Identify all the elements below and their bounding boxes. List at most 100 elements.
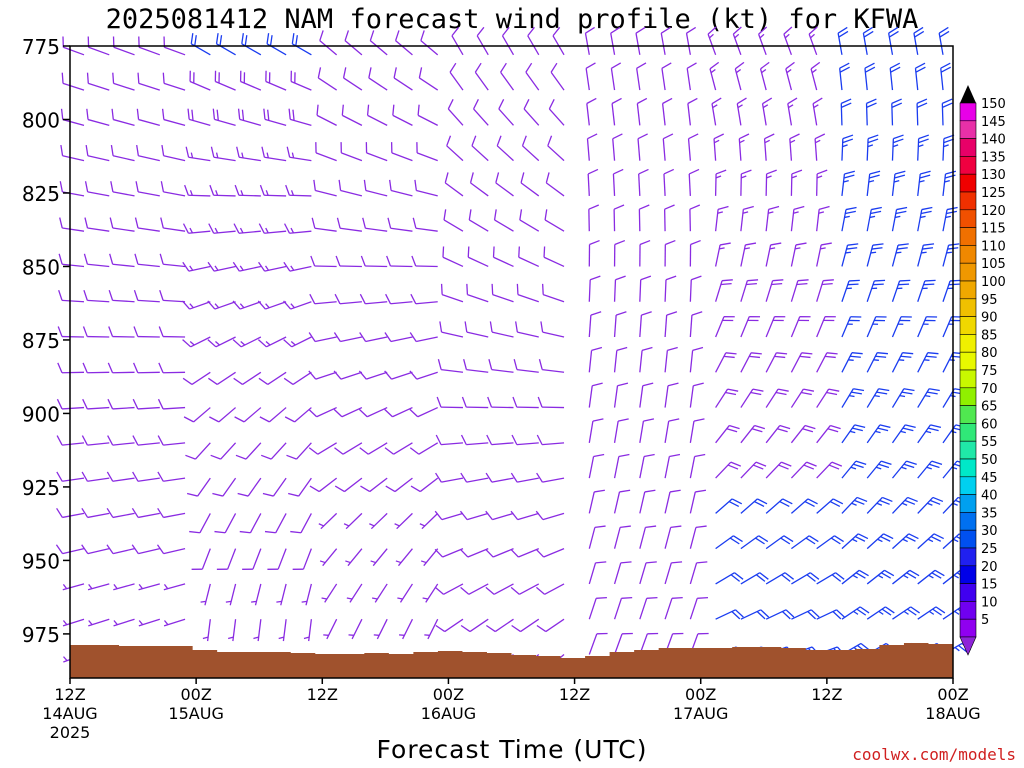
wind-barb xyxy=(513,359,539,373)
wind-barb xyxy=(610,62,622,91)
wind-barb xyxy=(216,548,237,570)
wind-barb xyxy=(686,62,697,91)
wind-barb xyxy=(639,311,652,338)
wind-barb xyxy=(891,352,914,373)
wind-barb xyxy=(790,316,811,338)
wind-barb xyxy=(286,146,312,162)
wind-barb xyxy=(395,548,413,567)
wind-barb xyxy=(440,283,464,303)
wind-barb xyxy=(257,300,287,310)
wind-barb xyxy=(892,533,919,550)
wind-barb xyxy=(816,316,836,338)
wind-barb xyxy=(714,242,731,267)
wind-barb xyxy=(469,172,489,197)
wind-barb xyxy=(392,104,413,126)
wind-barb xyxy=(83,289,110,303)
wind-barb xyxy=(613,489,631,514)
wind-barb xyxy=(636,62,647,91)
wind-barb xyxy=(488,359,514,373)
wind-barb xyxy=(940,62,951,91)
wind-barb xyxy=(111,108,135,126)
wind-barb xyxy=(917,279,936,302)
colorbar-swatch xyxy=(959,351,977,371)
wind-barb xyxy=(639,561,657,585)
wind-barb xyxy=(333,332,363,343)
wind-barb xyxy=(345,548,363,567)
wind-barb xyxy=(290,513,312,534)
wind-barb xyxy=(420,30,439,56)
wind-barb xyxy=(707,26,717,56)
wind-barb xyxy=(81,471,110,482)
wind-barb xyxy=(917,496,944,514)
wind-barb xyxy=(917,424,942,444)
colorbar-label: 125 xyxy=(981,186,1006,201)
wind-barb xyxy=(308,370,337,380)
wind-barb xyxy=(237,477,262,497)
wind-barb xyxy=(186,477,211,497)
colorbar-label: 60 xyxy=(981,417,998,432)
colorbar-swatch xyxy=(959,138,977,157)
wind-barb xyxy=(865,98,877,126)
wind-barb xyxy=(214,70,236,91)
wind-barb xyxy=(535,583,565,595)
wind-barb xyxy=(487,396,514,409)
wind-barb xyxy=(689,204,701,232)
x-tick-label: 00Z xyxy=(937,685,968,704)
colorbar-swatch xyxy=(959,565,977,584)
wind-barb xyxy=(259,184,287,197)
wind-barb xyxy=(588,418,604,443)
wind-barb xyxy=(685,26,697,55)
wind-barb xyxy=(334,293,362,305)
wind-barb xyxy=(816,352,838,373)
wind-barb xyxy=(437,359,464,373)
wind-barb xyxy=(182,261,211,272)
wind-barb xyxy=(131,544,160,555)
wind-barb xyxy=(434,510,464,521)
wind-barb xyxy=(460,618,489,633)
wind-barb xyxy=(369,30,388,56)
wind-barb xyxy=(264,513,287,534)
wind-barb xyxy=(588,311,602,338)
wind-barb xyxy=(639,453,655,479)
wind-barb xyxy=(290,70,312,91)
colorbar-label: 100 xyxy=(981,275,1006,290)
wind-barb xyxy=(485,510,514,521)
wind-barb xyxy=(310,255,337,268)
wind-barb xyxy=(841,424,866,444)
wind-barb xyxy=(82,398,110,410)
y-tick-label: 800 xyxy=(22,108,60,132)
x-tick-label: 12Z xyxy=(811,685,842,704)
wind-barb xyxy=(319,548,338,567)
wind-barb xyxy=(190,33,211,56)
wind-barb xyxy=(866,352,888,373)
wind-barb xyxy=(841,460,867,479)
wind-barb xyxy=(56,398,85,410)
wind-barb xyxy=(765,461,792,479)
wind-barb xyxy=(814,133,826,161)
wind-barb xyxy=(444,172,464,197)
wind-barb xyxy=(715,609,744,620)
wind-barb xyxy=(914,62,926,91)
wind-barb xyxy=(242,548,262,570)
wind-barb xyxy=(492,246,514,268)
colorbar-label: 135 xyxy=(981,150,1006,165)
wind-barb xyxy=(816,572,845,585)
wind-barb xyxy=(133,289,160,303)
wind-barb xyxy=(207,300,236,310)
wind-barb xyxy=(257,336,287,348)
wind-barb xyxy=(321,583,338,603)
colorbar-label: 55 xyxy=(981,435,998,450)
wind-barb xyxy=(159,289,186,303)
wind-barb xyxy=(409,442,439,455)
wind-barb xyxy=(283,371,312,385)
wind-barb xyxy=(344,30,363,56)
terrain-surface xyxy=(70,643,953,678)
wind-barb xyxy=(938,26,950,55)
wind-barb xyxy=(612,133,623,161)
wind-barb xyxy=(360,477,388,493)
y-tick-label: 950 xyxy=(22,549,60,573)
wind-barb xyxy=(588,525,606,549)
wind-barb xyxy=(525,62,540,91)
wind-barb xyxy=(816,169,828,196)
wind-barb xyxy=(233,223,261,234)
